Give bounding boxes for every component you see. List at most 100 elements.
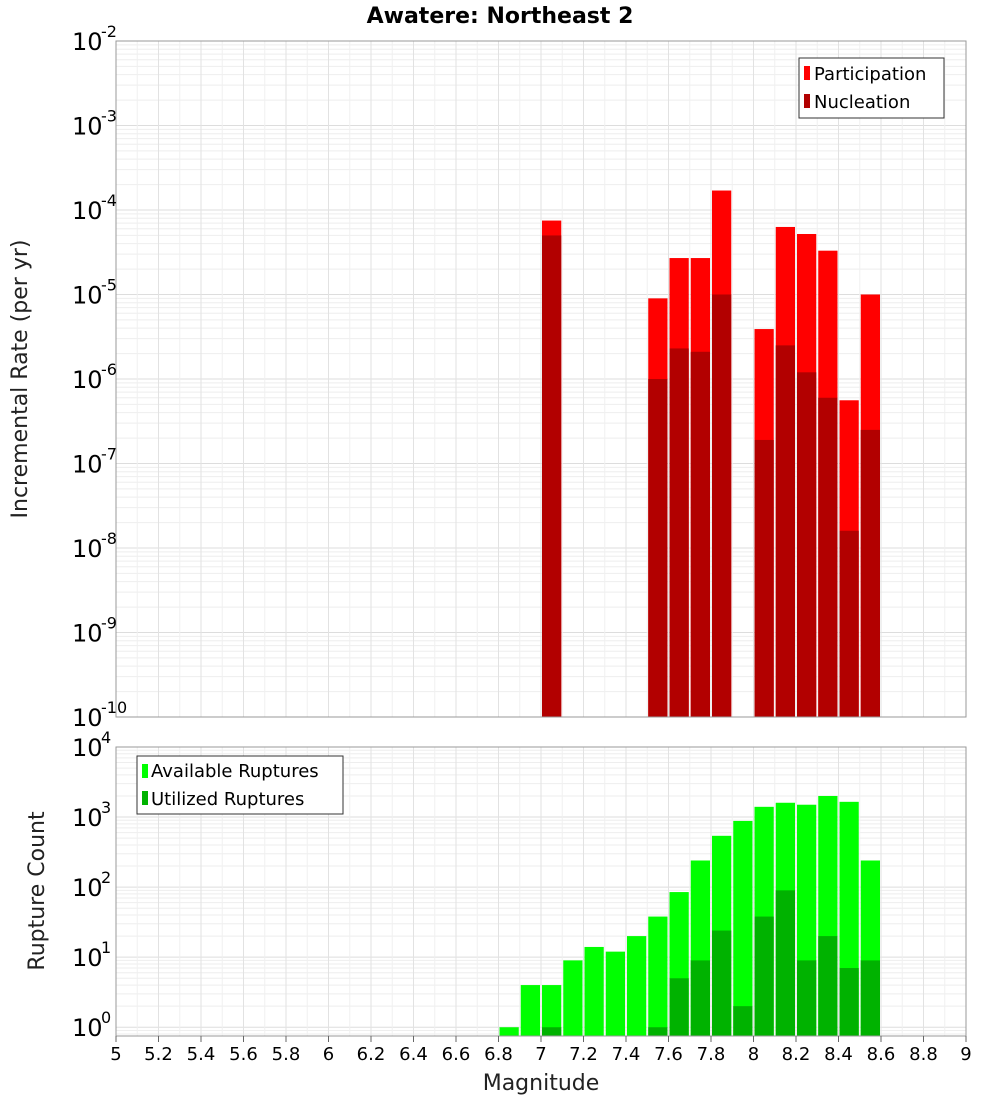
- rates-y-tick-exponent: -5: [101, 276, 117, 295]
- rates-gridlines: [115, 40, 967, 718]
- x-tick-label: 8.2: [782, 1044, 811, 1065]
- x-tick-label: 7.6: [654, 1044, 683, 1065]
- rates-y-tick-label: 10: [72, 451, 103, 479]
- rates-bar-b: [797, 372, 817, 717]
- rates-y-tick-exponent: -7: [101, 445, 117, 464]
- counts-bar-b: [754, 916, 774, 1036]
- participation-legend-swatch: [804, 66, 810, 80]
- x-tick-label: 6.2: [357, 1044, 386, 1065]
- rates-bar-b: [775, 345, 795, 717]
- x-tick-label: 8.6: [867, 1044, 896, 1065]
- counts-bar-b: [648, 1027, 668, 1036]
- counts-bar-b: [542, 1027, 562, 1036]
- rates-bar-b: [754, 439, 774, 717]
- x-tick-label: 5.2: [144, 1044, 173, 1065]
- rates-y-tick-label: 10: [72, 197, 103, 225]
- rates-bar-b: [690, 351, 710, 717]
- rates-y-tick-exponent: -4: [101, 191, 117, 210]
- counts-y-tick-exponent: 3: [101, 798, 111, 817]
- nucleation-legend-swatch: [804, 94, 810, 108]
- x-tick-label: 5.4: [187, 1044, 216, 1065]
- counts-y-tick-exponent: 2: [101, 868, 111, 887]
- utilized-legend-label: Utilized Ruptures: [151, 789, 304, 810]
- rates-y-tick-label: 10: [72, 113, 103, 141]
- counts-bar-a: [499, 1027, 519, 1036]
- counts-bar-b: [733, 1006, 753, 1036]
- counts-bar-a: [520, 985, 540, 1036]
- x-tick-label: 6.4: [399, 1044, 428, 1065]
- counts-bar-b: [860, 960, 880, 1036]
- rates-y-tick-label: 10: [72, 28, 103, 56]
- counts-bars: [499, 795, 880, 1036]
- rates-y-tick-exponent: -6: [101, 360, 117, 379]
- counts-bar-a: [584, 946, 604, 1036]
- x-tick-label: 7.4: [612, 1044, 641, 1065]
- x-axis-label: Magnitude: [483, 1071, 600, 1096]
- counts-y-tick-label: 10: [72, 1014, 103, 1042]
- available-legend-label: Available Ruptures: [151, 761, 319, 782]
- rates-y-tick-label: 10: [72, 366, 103, 394]
- x-tick-label: 7.8: [697, 1044, 726, 1065]
- rates-bars: [542, 190, 880, 718]
- counts-y-tick-exponent: 4: [101, 728, 111, 747]
- counts-bar-b: [669, 978, 689, 1036]
- rates-y-tick-exponent: -9: [101, 614, 117, 633]
- rates-y-axis-label: Incremental Rate (per yr): [8, 240, 33, 519]
- nucleation-legend-label: Nucleation: [814, 92, 910, 113]
- x-tick-label: 7.2: [569, 1044, 598, 1065]
- counts-bar-b: [839, 968, 859, 1036]
- counts-bar-a: [542, 985, 562, 1036]
- x-tick-label: 7: [535, 1044, 546, 1065]
- available-legend-swatch: [142, 764, 148, 778]
- rates-bar-b: [860, 429, 880, 717]
- counts-legend: Available Ruptures Utilized Ruptures: [136, 755, 344, 815]
- rates-y-tick-exponent: -8: [101, 529, 117, 548]
- rates-legend: Participation Nucleation: [798, 57, 945, 119]
- x-tick-label: 5.6: [229, 1044, 258, 1065]
- counts-y-tick-label: 10: [72, 734, 103, 762]
- rates-y-tick-label: 10: [72, 704, 103, 732]
- counts-y-tick-label: 10: [72, 874, 103, 902]
- x-tick-label: 6: [323, 1044, 334, 1065]
- counts-bar-a: [733, 820, 753, 1036]
- x-tick-label: 8.4: [824, 1044, 853, 1065]
- counts-bar-b: [818, 936, 838, 1036]
- rates-bar-b: [712, 294, 732, 717]
- x-tick-label: 8: [748, 1044, 759, 1065]
- x-axis-ticks: 5 5.2 5.4 5.6 5.8 6 6.2 6.4 6.6 6.8 7 7.2 7.4 7.6 7.8 8…: [110, 1036, 972, 1065]
- counts-bar-a: [648, 916, 668, 1036]
- counts-y-tick-label: 10: [72, 944, 103, 972]
- rates-plot-frame: [115, 40, 967, 718]
- rates-y-tick-label: 10: [72, 535, 103, 563]
- x-tick-label: 6.6: [442, 1044, 471, 1065]
- rates-bar-b: [839, 530, 859, 717]
- counts-bar-a: [627, 936, 647, 1036]
- utilized-legend-swatch: [142, 791, 148, 805]
- chart-title: Awatere: Northeast 2: [367, 4, 634, 29]
- x-tick-label: 8.8: [909, 1044, 938, 1065]
- rates-y-tick-exponent: -2: [101, 22, 117, 41]
- counts-bar-a: [605, 951, 625, 1036]
- rates-y-tick-exponent: -3: [101, 107, 117, 126]
- rates-legend-box: [798, 57, 945, 119]
- x-tick-label: 9: [960, 1044, 971, 1065]
- rates-y-tick-label: 10: [72, 620, 103, 648]
- counts-y-tick-exponent: 1: [101, 938, 111, 957]
- x-tick-label: 5.8: [272, 1044, 301, 1065]
- counts-bar-b: [712, 930, 732, 1036]
- counts-bar-b: [775, 890, 795, 1036]
- rates-y-tick-exponent: -10: [101, 698, 127, 717]
- x-tick-label: 5: [110, 1044, 121, 1065]
- counts-y-tick-exponent: 0: [101, 1008, 111, 1027]
- rates-bar-b: [542, 235, 562, 718]
- counts-legend-box: [136, 755, 344, 815]
- counts-y-tick-label: 10: [72, 804, 103, 832]
- x-tick-label: 6.8: [484, 1044, 513, 1065]
- rates-bar-b: [648, 379, 668, 717]
- counts-y-axis-label: Rupture Count: [25, 811, 50, 971]
